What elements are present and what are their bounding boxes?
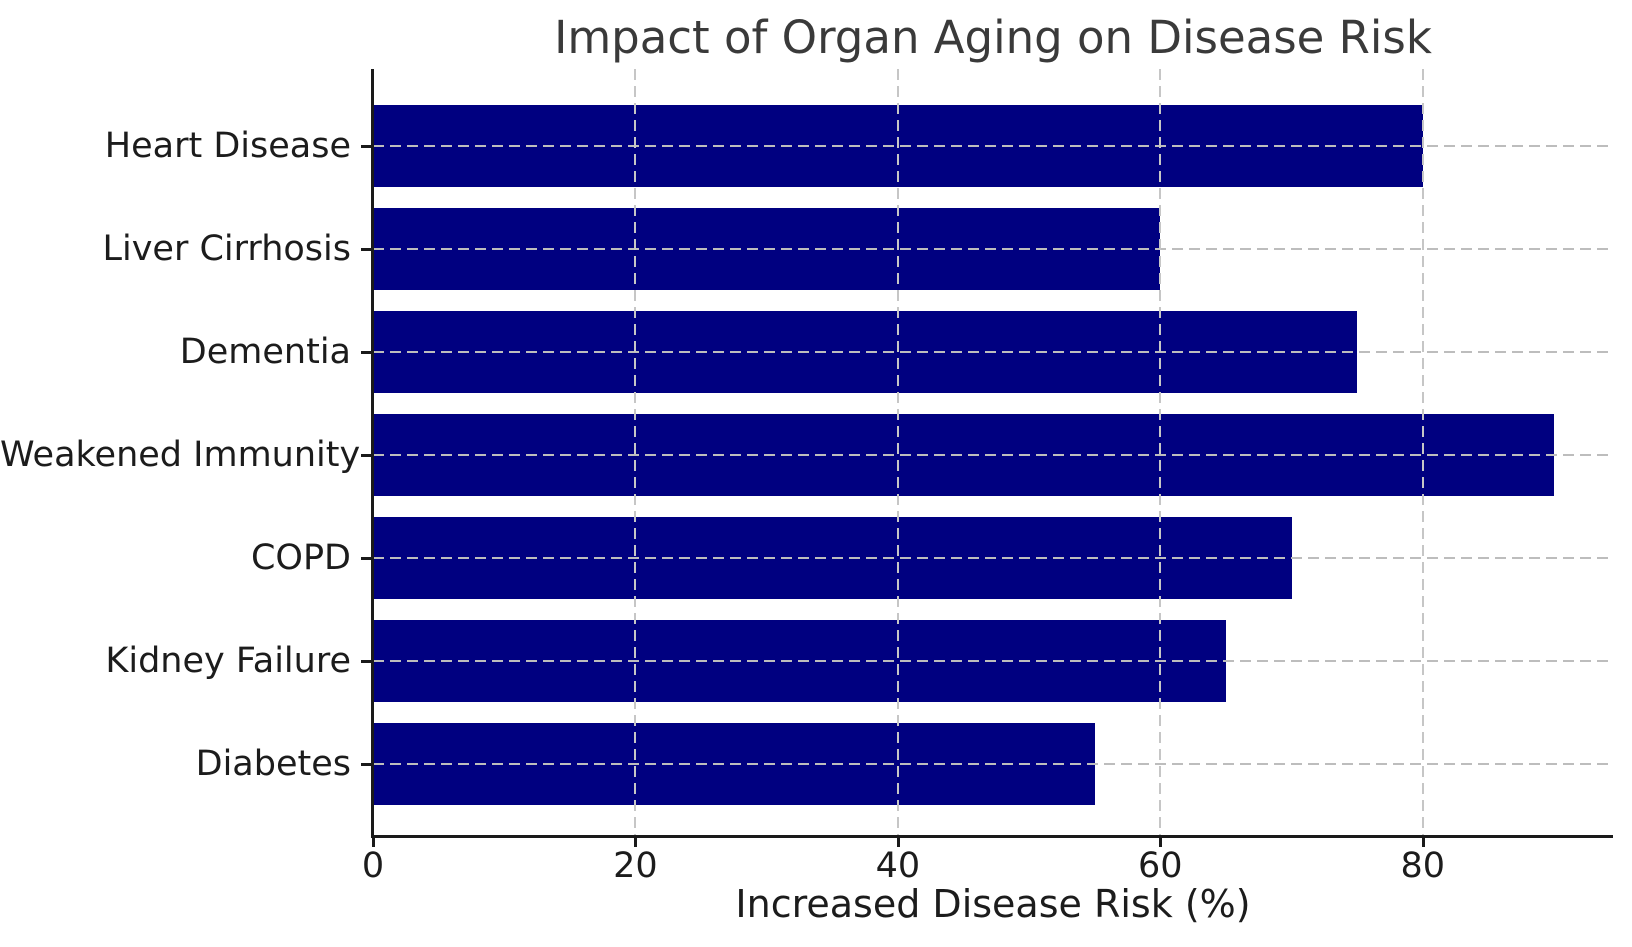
- vertical-gridline: [1421, 69, 1424, 835]
- y-tick-mark: [361, 351, 373, 354]
- x-tick-mark: [372, 835, 375, 847]
- y-tick-mark: [361, 557, 373, 560]
- x-axis-spine: [371, 835, 1613, 838]
- chart-title: Impact of Organ Aging on Disease Risk: [554, 11, 1432, 64]
- horizontal-gridline: [373, 454, 1613, 456]
- x-tick-mark: [1421, 835, 1425, 847]
- x-axis-label: Increased Disease Risk (%): [735, 882, 1251, 926]
- x-tick-label: 20: [613, 846, 658, 886]
- x-tick-label: 80: [1400, 846, 1445, 886]
- y-tick-label: Weakened Immunity: [0, 435, 361, 475]
- vertical-gridline: [634, 69, 637, 835]
- y-tick-label: Kidney Failure: [105, 641, 351, 681]
- horizontal-gridline: [373, 557, 1613, 559]
- horizontal-gridline: [373, 660, 1613, 662]
- horizontal-gridline: [373, 763, 1613, 765]
- y-axis-spine: [371, 69, 374, 838]
- y-tick-label: Heart Disease: [104, 126, 351, 166]
- x-tick-mark: [1159, 835, 1163, 847]
- horizontal-gridline: [373, 248, 1613, 250]
- y-tick-mark: [361, 660, 373, 663]
- x-tick-label: 40: [875, 846, 921, 886]
- vertical-gridline: [1159, 69, 1162, 835]
- y-tick-mark: [361, 763, 373, 766]
- vertical-gridline: [896, 69, 899, 835]
- y-tick-mark: [361, 145, 373, 148]
- plot-area: Heart Disease Liver Cirrhosis Dementia Weak…: [0, 69, 1613, 886]
- y-tick-mark: [361, 454, 373, 457]
- x-tick-label: 0: [361, 846, 385, 886]
- y-tick-label: Diabetes: [195, 744, 351, 784]
- y-tick-mark: [361, 248, 373, 251]
- x-tick-mark: [896, 835, 900, 847]
- y-tick-label: COPD: [250, 538, 351, 578]
- y-tick-label: Dementia: [179, 332, 351, 372]
- x-tick-label: 60: [1138, 846, 1183, 886]
- horizontal-gridline: [373, 145, 1613, 147]
- horizontal-gridline: [373, 351, 1613, 353]
- y-tick-label: Liver Cirrhosis: [102, 229, 352, 269]
- x-tick-mark: [634, 835, 638, 847]
